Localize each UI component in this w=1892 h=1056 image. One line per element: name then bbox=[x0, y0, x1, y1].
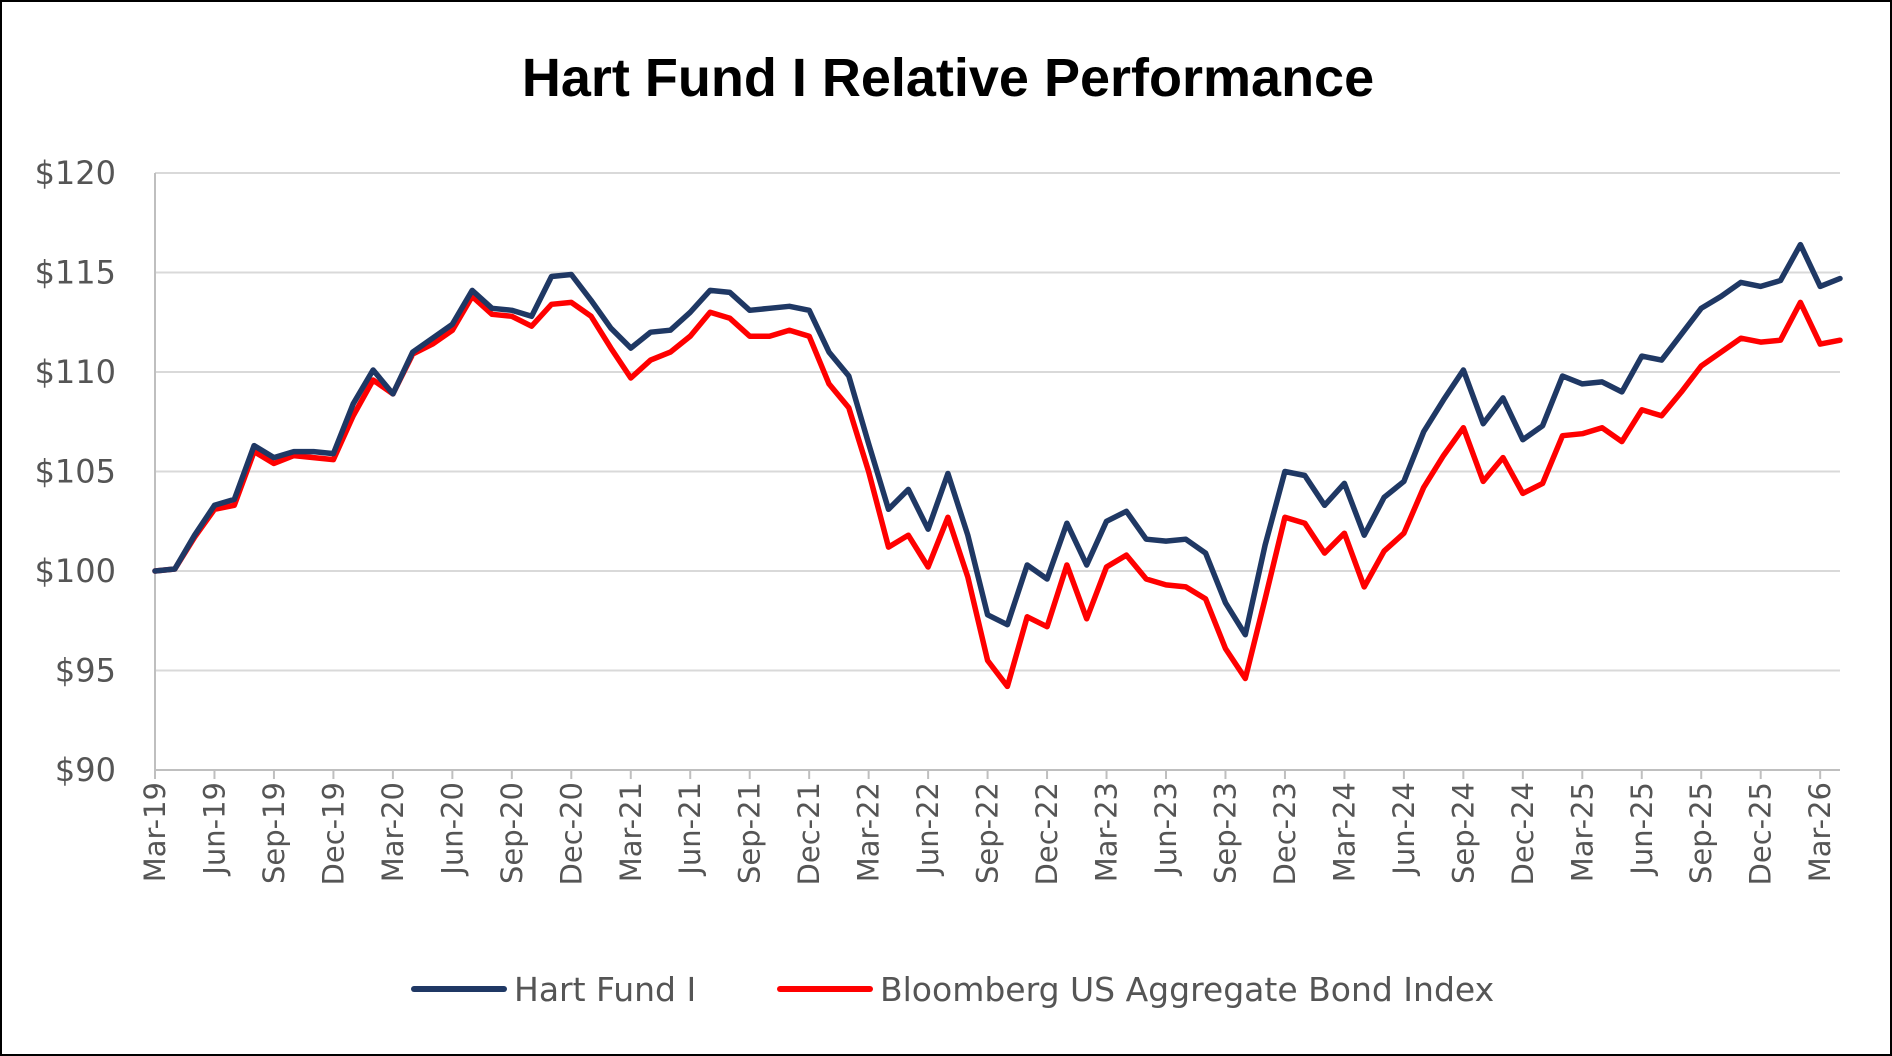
x-tick-label: Dec-23 bbox=[1268, 782, 1302, 885]
x-tick-label: Dec-24 bbox=[1506, 782, 1540, 885]
y-tick-label: $95 bbox=[55, 652, 116, 690]
series-lines bbox=[152, 241, 1843, 690]
gridlines bbox=[155, 172, 1840, 672]
y-tick-label: $115 bbox=[35, 254, 116, 292]
x-tick-label: Sep-23 bbox=[1208, 782, 1242, 884]
x-tick-label: Sep-24 bbox=[1446, 782, 1480, 884]
y-tick-label: $110 bbox=[35, 353, 116, 391]
x-tick-label: Mar-25 bbox=[1565, 782, 1599, 882]
legend-label: Hart Fund I bbox=[514, 970, 696, 1009]
x-tick-label: Sep-19 bbox=[257, 782, 291, 884]
legend-label: Bloomberg US Aggregate Bond Index bbox=[880, 970, 1494, 1009]
x-tick-label: Mar-21 bbox=[614, 782, 648, 882]
x-tick-label: Mar-20 bbox=[376, 782, 410, 882]
x-tick-label: Jun-20 bbox=[435, 782, 469, 877]
x-tick-label: Jun-25 bbox=[1625, 782, 1659, 877]
x-tick-label: Mar-22 bbox=[852, 782, 886, 882]
x-tick-label: Sep-21 bbox=[733, 782, 767, 884]
series-line-1 bbox=[152, 293, 1843, 690]
x-tick-label: Mar-23 bbox=[1090, 782, 1124, 882]
chart-title: Hart Fund I Relative Performance bbox=[522, 48, 1374, 108]
x-tick-label: Jun-24 bbox=[1387, 782, 1421, 877]
x-tick-label: Dec-25 bbox=[1744, 782, 1778, 885]
y-tick-label: $105 bbox=[35, 453, 116, 491]
x-tick-label: Mar-24 bbox=[1327, 782, 1361, 882]
y-tick-label: $100 bbox=[35, 552, 116, 590]
x-tick-label: Dec-19 bbox=[316, 782, 350, 885]
x-tick-label: Jun-22 bbox=[911, 782, 945, 877]
x-tick-label: Sep-20 bbox=[495, 782, 529, 884]
y-tick-label: $120 bbox=[35, 154, 116, 192]
y-axis: $90 $95 $100 $105 $110 $115 $120 bbox=[35, 154, 156, 789]
legend: Hart Fund I Bloomberg US Aggregate Bond I… bbox=[411, 970, 1494, 1009]
x-tick-label: Dec-20 bbox=[554, 782, 588, 885]
x-tick-label: Sep-22 bbox=[971, 782, 1005, 884]
x-tick-label: Dec-22 bbox=[1030, 782, 1064, 885]
x-tick-label: Mar-26 bbox=[1803, 782, 1837, 882]
x-tick-label: Jun-23 bbox=[1149, 782, 1183, 877]
x-tick-label: Sep-25 bbox=[1684, 782, 1718, 884]
y-tick-label: $90 bbox=[55, 751, 116, 789]
x-tick-label: Dec-21 bbox=[792, 782, 826, 885]
x-axis: Mar-19 Jun-19 Sep-19 Dec-19 Mar-20 Jun-20 Sep-… bbox=[138, 769, 1840, 885]
x-tick-label: Jun-19 bbox=[197, 782, 231, 877]
x-tick-label: Jun-21 bbox=[673, 782, 707, 877]
series-line-0 bbox=[152, 241, 1843, 638]
x-tick-label: Mar-19 bbox=[138, 782, 172, 882]
